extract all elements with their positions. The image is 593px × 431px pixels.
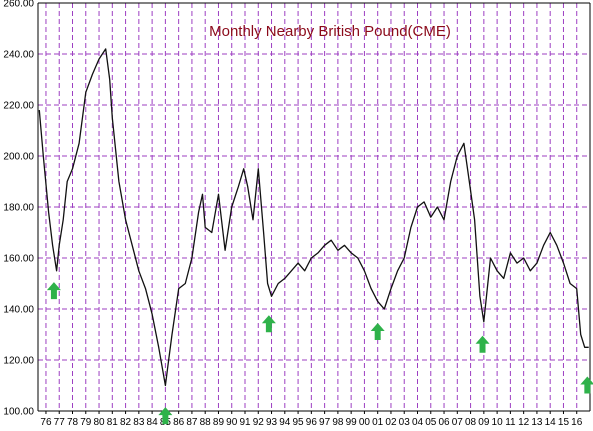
x-tick-label: 80 xyxy=(93,417,105,428)
x-tick-label: 86 xyxy=(173,417,185,428)
x-tick-label: 09 xyxy=(478,417,490,428)
x-tick-label: 94 xyxy=(279,417,291,428)
y-tick-labels: 100.00 120.00 140.00 160.00 180.00 200.00 220.… xyxy=(3,0,34,418)
x-tick-labels: 7677787980818283848586878889909192939495… xyxy=(40,417,582,428)
x-tick-label: 12 xyxy=(518,417,530,428)
up-arrow-marker xyxy=(475,335,490,353)
up-arrow-marker xyxy=(580,376,593,394)
x-tick-label: 82 xyxy=(120,417,132,428)
up-arrow-marker xyxy=(46,282,61,300)
x-tick-label: 83 xyxy=(133,417,145,428)
x-tick-label: 97 xyxy=(319,417,331,428)
x-tick-label: 90 xyxy=(226,417,238,428)
x-tick-label: 89 xyxy=(213,417,225,428)
x-tick-label: 88 xyxy=(200,417,212,428)
y-tick-label: 180.00 xyxy=(3,203,34,214)
x-tick-label: 16 xyxy=(571,417,583,428)
x-tick-label: 79 xyxy=(80,417,92,428)
series xyxy=(38,48,589,387)
y-tick-label: 240.00 xyxy=(3,50,34,61)
chart-title: Monthly Nearby British Pound(CME) xyxy=(209,23,451,40)
x-tick-label: 99 xyxy=(346,417,358,428)
x-tick-label: 15 xyxy=(558,417,570,428)
y-tick-label: 220.00 xyxy=(3,101,34,112)
x-tick-label: 77 xyxy=(54,417,66,428)
x-tick-label: 14 xyxy=(545,417,557,428)
y-tick-label: 140.00 xyxy=(3,305,34,316)
grid xyxy=(38,3,590,414)
annotations xyxy=(46,282,593,425)
axes xyxy=(37,2,591,412)
x-tick-label: 13 xyxy=(531,417,543,428)
y-tick-label: 160.00 xyxy=(3,254,34,265)
y-tick-label: 120.00 xyxy=(3,356,34,367)
y-tick-label: 260.00 xyxy=(3,0,34,10)
up-arrow-marker xyxy=(261,315,276,333)
x-tick-label: 00 xyxy=(359,417,371,428)
x-tick-label: 78 xyxy=(67,417,79,428)
x-tick-label: 81 xyxy=(107,417,119,428)
x-tick-label: 96 xyxy=(306,417,318,428)
x-tick-label: 02 xyxy=(385,417,397,428)
x-tick-label: 07 xyxy=(452,417,464,428)
x-tick-label: 91 xyxy=(239,417,251,428)
up-arrow-marker xyxy=(158,407,173,425)
x-tick-label: 11 xyxy=(505,417,516,428)
y-tick-label: 100.00 xyxy=(3,407,34,418)
x-tick-label: 08 xyxy=(465,417,477,428)
up-arrow-marker xyxy=(370,322,385,340)
x-tick-label: 76 xyxy=(40,417,52,428)
x-tick-label: 92 xyxy=(253,417,265,428)
x-tick-label: 01 xyxy=(372,417,384,428)
price-series-line xyxy=(38,48,589,387)
x-tick-label: 10 xyxy=(492,417,504,428)
x-tick-label: 03 xyxy=(399,417,411,428)
x-tick-label: 95 xyxy=(293,417,305,428)
x-tick-label: 87 xyxy=(186,417,198,428)
x-tick-label: 98 xyxy=(332,417,344,428)
y-tick-label: 200.00 xyxy=(3,152,34,163)
x-tick-label: 06 xyxy=(438,417,450,428)
x-tick-label: 93 xyxy=(266,417,278,428)
x-tick-label: 84 xyxy=(147,417,159,428)
x-tick-label: 05 xyxy=(425,417,437,428)
x-tick-label: 04 xyxy=(412,417,424,428)
